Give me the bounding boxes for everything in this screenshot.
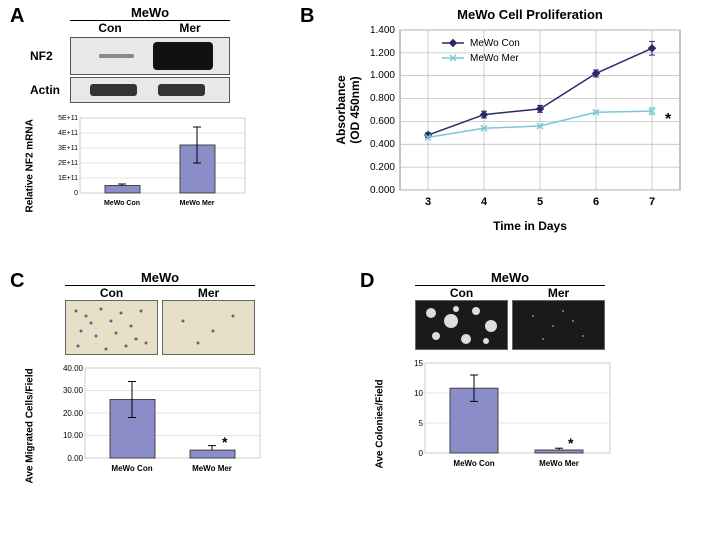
svg-text:(OD 450nm): (OD 450nm) (348, 76, 362, 143)
svg-text:6: 6 (593, 196, 599, 208)
panel-a-blot-area: MeWo Con Mer NF2 Actin (70, 5, 230, 103)
actin-blot (70, 77, 230, 103)
panel-b: B MeWo Cell Proliferation 0.000 0.200 0.40… (300, 5, 700, 245)
actin-label: Actin (30, 83, 60, 97)
svg-text:1.000: 1.000 (370, 70, 395, 81)
panel-a: A MeWo Con Mer NF2 Actin Relative NF2 mR… (10, 5, 270, 213)
svg-text:*: * (222, 434, 228, 450)
svg-text:7: 7 (649, 196, 655, 208)
panel-d-col-con: Con (415, 286, 508, 300)
svg-text:MeWo Con: MeWo Con (111, 464, 152, 473)
svg-text:20.00: 20.00 (63, 409, 84, 418)
svg-text:0: 0 (74, 190, 78, 197)
panel-d-title: MeWo (415, 270, 605, 286)
panel-c-label: C (10, 270, 24, 293)
panel-c-ylabel: Ave Migrated Cells/Field (25, 354, 36, 484)
panel-a-label: A (10, 5, 24, 28)
panel-d-col-mer: Mer (512, 286, 605, 300)
svg-text:0: 0 (419, 449, 424, 458)
svg-text:MeWo Mer: MeWo Mer (470, 53, 519, 64)
svg-text:0.200: 0.200 (370, 162, 395, 173)
svg-text:0.600: 0.600 (370, 116, 395, 127)
svg-text:*: * (665, 111, 672, 128)
svg-text:5: 5 (419, 419, 424, 428)
colony-con-image (415, 300, 508, 350)
panel-c-title: MeWo (65, 270, 255, 286)
svg-text:3: 3 (425, 196, 431, 208)
panel-d-barchart: Ave Colonies/Field 0 5 10 15 * MeWo Con MeWo… (370, 358, 620, 478)
nf2-label: NF2 (30, 49, 53, 63)
svg-text:15: 15 (414, 359, 423, 368)
svg-text:5E+11: 5E+11 (58, 115, 78, 122)
panel-c-images: MeWo Con Mer (65, 270, 255, 355)
svg-text:4: 4 (481, 196, 488, 208)
svg-text:1E+11: 1E+11 (58, 175, 78, 182)
nf2-blot (70, 37, 230, 75)
svg-text:MeWo Con: MeWo Con (470, 38, 520, 49)
panel-d-label: D (360, 270, 374, 293)
svg-text:0.00: 0.00 (67, 454, 83, 463)
svg-text:0.800: 0.800 (370, 93, 395, 104)
svg-text:40.00: 40.00 (63, 364, 84, 373)
panel-c: C MeWo Con Mer Ave Migrated Cells/Field (10, 270, 290, 483)
svg-text:MeWo Mer: MeWo Mer (539, 459, 579, 468)
panel-b-chart-area: MeWo Cell Proliferation 0.000 0.200 0.400 0… (325, 5, 700, 245)
colony-mer-image (512, 300, 605, 350)
panel-c-barchart: Ave Migrated Cells/Field 0.0010.0020.003… (20, 363, 270, 483)
svg-text:0.400: 0.400 (370, 139, 395, 150)
panel-c-col-mer: Mer (162, 286, 255, 300)
svg-text:1.400: 1.400 (370, 25, 395, 36)
svg-text:4E+11: 4E+11 (58, 130, 78, 137)
svg-text:MeWo Con: MeWo Con (104, 200, 140, 207)
panel-c-col-con: Con (65, 286, 158, 300)
panel-a-ylabel: Relative NF2 mRNA (25, 113, 36, 213)
svg-text:MeWo Con: MeWo Con (453, 459, 494, 468)
panel-b-label: B (300, 5, 314, 28)
panel-a-barchart: Relative NF2 mRNA 0 1E+11 2E+11 3E+11 4E+11 5… (20, 113, 250, 213)
panel-d-images: MeWo Con Mer (415, 270, 605, 350)
col-con: Con (70, 21, 150, 35)
panel-d-ylabel: Ave Colonies/Field (375, 359, 386, 469)
panel-a-title: MeWo (70, 5, 230, 21)
svg-text:10: 10 (414, 389, 423, 398)
svg-text:Absorbance: Absorbance (334, 75, 348, 145)
panel-b-title: MeWo Cell Proliferation (457, 7, 603, 22)
migration-mer-image (162, 300, 255, 355)
migration-con-image (65, 300, 158, 355)
panel-b-xlabel: Time in Days (493, 219, 567, 233)
svg-text:*: * (568, 435, 574, 451)
panel-d: D MeWo Con Mer Ave Colonies/Field (360, 270, 640, 478)
col-mer: Mer (150, 21, 230, 35)
svg-text:MeWo Mer: MeWo Mer (180, 200, 215, 207)
svg-text:5: 5 (537, 196, 543, 208)
svg-text:2E+11: 2E+11 (58, 160, 78, 167)
svg-text:3E+11: 3E+11 (58, 145, 78, 152)
svg-text:1.200: 1.200 (370, 48, 395, 59)
svg-text:0.000: 0.000 (370, 185, 395, 196)
svg-text:30.00: 30.00 (63, 386, 84, 395)
svg-text:MeWo Mer: MeWo Mer (192, 464, 232, 473)
svg-text:10.00: 10.00 (63, 431, 84, 440)
